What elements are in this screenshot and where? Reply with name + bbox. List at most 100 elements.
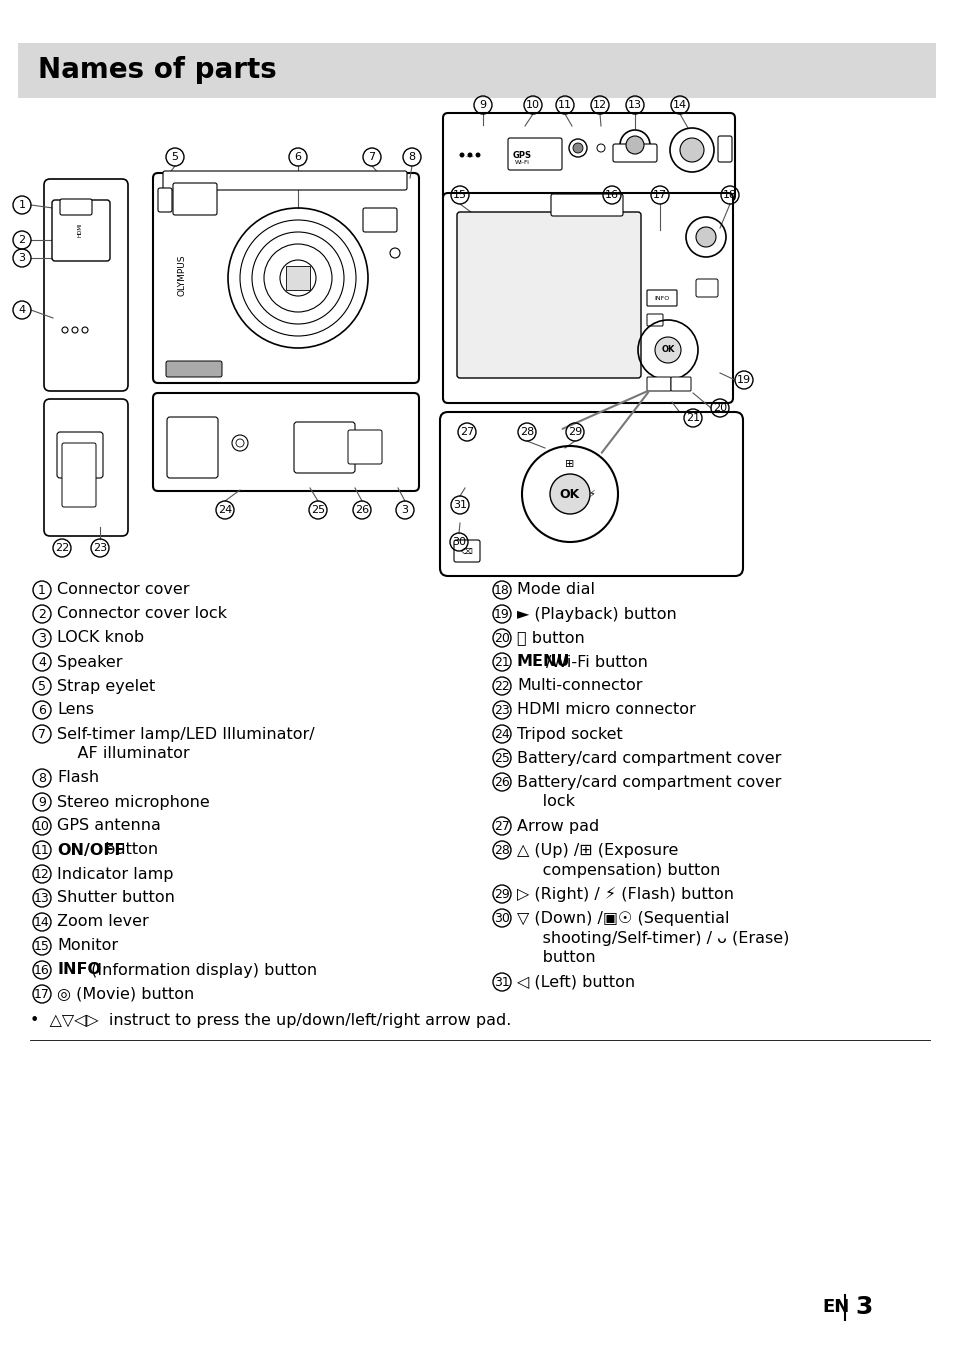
Text: 20: 20 bbox=[712, 404, 726, 413]
Text: Names of parts: Names of parts bbox=[38, 56, 276, 83]
Circle shape bbox=[475, 152, 480, 157]
Text: 18: 18 bbox=[494, 584, 510, 596]
Text: 15: 15 bbox=[34, 940, 50, 952]
Text: 30: 30 bbox=[494, 912, 510, 924]
Text: Strap eyelet: Strap eyelet bbox=[57, 678, 155, 694]
Text: 6: 6 bbox=[38, 703, 46, 717]
FancyBboxPatch shape bbox=[348, 430, 381, 464]
Text: lock: lock bbox=[517, 795, 575, 810]
FancyBboxPatch shape bbox=[158, 188, 172, 213]
Text: ⚡: ⚡ bbox=[588, 490, 595, 499]
Text: Connector cover: Connector cover bbox=[57, 582, 190, 597]
FancyBboxPatch shape bbox=[551, 194, 622, 217]
Text: 6: 6 bbox=[294, 152, 301, 161]
Text: button: button bbox=[517, 951, 595, 966]
FancyBboxPatch shape bbox=[646, 377, 670, 391]
Text: 27: 27 bbox=[459, 426, 474, 437]
Text: shooting/Self-timer) / ᴗ (Erase): shooting/Self-timer) / ᴗ (Erase) bbox=[517, 931, 788, 946]
Text: 3: 3 bbox=[401, 504, 408, 515]
Text: 13: 13 bbox=[34, 892, 50, 904]
Text: 16: 16 bbox=[604, 190, 618, 200]
Text: 2: 2 bbox=[18, 235, 26, 245]
Text: OK: OK bbox=[660, 346, 674, 355]
Text: Mode dial: Mode dial bbox=[517, 582, 595, 597]
Text: 21: 21 bbox=[685, 413, 700, 422]
Text: ▽ (Down) /▣☉ (Sequential: ▽ (Down) /▣☉ (Sequential bbox=[517, 911, 729, 925]
FancyBboxPatch shape bbox=[286, 266, 310, 291]
Text: 17: 17 bbox=[34, 987, 50, 1001]
Text: ON/OFF: ON/OFF bbox=[57, 842, 125, 858]
Text: 24: 24 bbox=[494, 728, 509, 741]
Text: 13: 13 bbox=[627, 100, 641, 110]
Text: 19: 19 bbox=[494, 608, 509, 620]
FancyBboxPatch shape bbox=[442, 113, 734, 200]
Circle shape bbox=[550, 473, 589, 514]
Text: MENU: MENU bbox=[517, 655, 570, 670]
Text: INFO: INFO bbox=[654, 296, 669, 300]
Text: 28: 28 bbox=[494, 843, 510, 857]
Circle shape bbox=[625, 136, 643, 153]
Text: 19: 19 bbox=[736, 375, 750, 385]
Text: GPS: GPS bbox=[512, 151, 531, 160]
FancyBboxPatch shape bbox=[696, 278, 718, 297]
Text: Multi-connector: Multi-connector bbox=[517, 678, 641, 694]
Text: (Information display) button: (Information display) button bbox=[86, 963, 316, 978]
Text: 21: 21 bbox=[494, 655, 509, 668]
Text: EN: EN bbox=[821, 1298, 848, 1315]
Text: /Wi-Fi button: /Wi-Fi button bbox=[545, 655, 647, 670]
Text: 7: 7 bbox=[38, 728, 46, 741]
Text: HDMI: HDMI bbox=[77, 223, 82, 237]
FancyBboxPatch shape bbox=[60, 199, 91, 215]
Text: ▷ (Right) / ⚡ (Flash) button: ▷ (Right) / ⚡ (Flash) button bbox=[517, 886, 733, 901]
Text: 11: 11 bbox=[34, 843, 50, 857]
Text: Tripod socket: Tripod socket bbox=[517, 726, 622, 741]
Text: Battery/card compartment cover: Battery/card compartment cover bbox=[517, 751, 781, 765]
Circle shape bbox=[679, 139, 703, 161]
Text: 9: 9 bbox=[38, 795, 46, 808]
Text: 22: 22 bbox=[55, 543, 69, 553]
Text: 26: 26 bbox=[494, 776, 509, 788]
FancyBboxPatch shape bbox=[152, 393, 418, 491]
Text: Monitor: Monitor bbox=[57, 939, 118, 954]
FancyBboxPatch shape bbox=[62, 443, 96, 507]
Text: ⌫: ⌫ bbox=[460, 546, 473, 555]
Text: 3: 3 bbox=[854, 1295, 871, 1319]
Text: 27: 27 bbox=[494, 819, 510, 833]
Text: Self-timer lamp/LED Illuminator/: Self-timer lamp/LED Illuminator/ bbox=[57, 726, 314, 741]
Text: 14: 14 bbox=[672, 100, 686, 110]
Text: Indicator lamp: Indicator lamp bbox=[57, 866, 173, 881]
Text: Stereo microphone: Stereo microphone bbox=[57, 795, 210, 810]
Text: Shutter button: Shutter button bbox=[57, 890, 174, 905]
Text: 31: 31 bbox=[494, 975, 509, 989]
Text: Speaker: Speaker bbox=[57, 655, 122, 670]
Text: INFO: INFO bbox=[57, 963, 101, 978]
Text: 20: 20 bbox=[494, 632, 510, 644]
Text: △ (Up) /⊞ (Exposure: △ (Up) /⊞ (Exposure bbox=[517, 842, 678, 858]
Text: 11: 11 bbox=[558, 100, 572, 110]
Text: Wi-Fi: Wi-Fi bbox=[514, 160, 529, 165]
Text: Battery/card compartment cover: Battery/card compartment cover bbox=[517, 775, 781, 790]
FancyBboxPatch shape bbox=[44, 179, 128, 391]
Text: 5: 5 bbox=[38, 679, 46, 693]
FancyBboxPatch shape bbox=[363, 208, 396, 231]
Text: ◁ (Left) button: ◁ (Left) button bbox=[517, 975, 635, 990]
Text: 1: 1 bbox=[38, 584, 46, 596]
Text: LOCK knob: LOCK knob bbox=[57, 631, 144, 646]
Text: 9: 9 bbox=[479, 100, 486, 110]
Text: 29: 29 bbox=[494, 888, 509, 901]
Text: 23: 23 bbox=[494, 703, 509, 717]
Text: 5: 5 bbox=[172, 152, 178, 161]
FancyBboxPatch shape bbox=[163, 171, 407, 190]
Text: 1: 1 bbox=[18, 200, 26, 210]
Text: 2: 2 bbox=[38, 608, 46, 620]
Text: 12: 12 bbox=[593, 100, 606, 110]
FancyBboxPatch shape bbox=[167, 417, 218, 477]
Text: 24: 24 bbox=[217, 504, 232, 515]
Text: button: button bbox=[100, 842, 158, 858]
Text: 30: 30 bbox=[452, 537, 465, 547]
FancyBboxPatch shape bbox=[646, 313, 662, 325]
Text: 10: 10 bbox=[34, 819, 50, 833]
Text: 17: 17 bbox=[652, 190, 666, 200]
Text: 23: 23 bbox=[92, 543, 107, 553]
FancyBboxPatch shape bbox=[52, 200, 110, 261]
